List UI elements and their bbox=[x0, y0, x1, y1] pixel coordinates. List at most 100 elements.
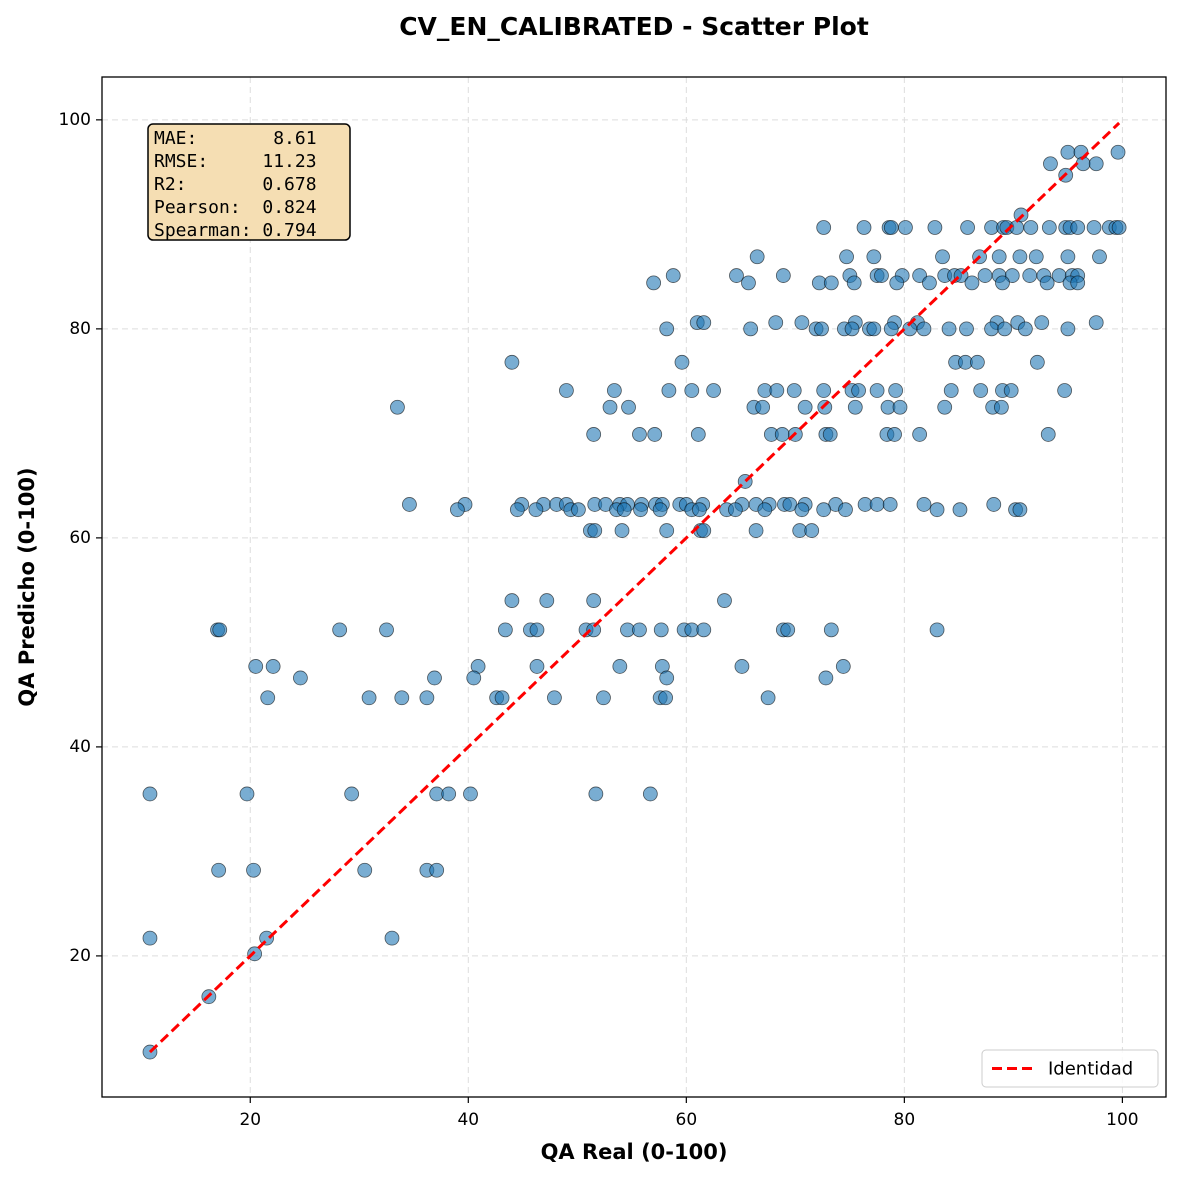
point bbox=[246, 862, 261, 878]
point bbox=[632, 622, 647, 638]
point bbox=[977, 268, 993, 283]
point bbox=[344, 786, 360, 802]
point bbox=[775, 268, 791, 283]
point bbox=[838, 502, 853, 518]
point bbox=[419, 690, 435, 706]
stats-box bbox=[147, 123, 351, 241]
point bbox=[874, 268, 889, 283]
point bbox=[846, 275, 862, 291]
point bbox=[1043, 156, 1058, 172]
point bbox=[898, 220, 913, 235]
point bbox=[814, 321, 829, 337]
x-tick-label: 20 bbox=[239, 1110, 261, 1130]
point bbox=[596, 690, 611, 706]
point bbox=[1029, 354, 1045, 370]
point bbox=[952, 502, 968, 518]
point bbox=[851, 383, 866, 398]
point bbox=[1060, 321, 1076, 337]
point bbox=[211, 862, 227, 878]
stats-line: RMSE: 11.23 bbox=[154, 151, 317, 172]
point bbox=[653, 622, 669, 638]
point bbox=[379, 622, 394, 638]
point bbox=[429, 862, 445, 878]
point bbox=[142, 786, 158, 802]
point bbox=[912, 427, 928, 442]
point bbox=[818, 670, 834, 686]
point bbox=[658, 690, 674, 706]
point bbox=[743, 321, 759, 337]
point bbox=[633, 502, 648, 518]
point bbox=[1088, 156, 1104, 172]
point bbox=[869, 383, 885, 398]
point bbox=[935, 249, 950, 265]
point bbox=[1060, 144, 1076, 160]
point bbox=[768, 315, 784, 330]
point bbox=[586, 593, 602, 608]
point bbox=[616, 502, 632, 518]
x-tick-label: 60 bbox=[676, 1110, 698, 1130]
point bbox=[755, 399, 771, 415]
point bbox=[964, 275, 980, 291]
point bbox=[1003, 383, 1019, 398]
y-tick-label: 100 bbox=[59, 110, 91, 130]
point bbox=[797, 399, 813, 415]
point bbox=[883, 220, 899, 235]
stats-line: Spearman: 0.794 bbox=[154, 220, 317, 241]
point bbox=[394, 690, 410, 706]
point bbox=[674, 354, 690, 370]
chart-title: CV_EN_CALIBRATED - Scatter Plot bbox=[399, 12, 869, 41]
point bbox=[986, 497, 1002, 512]
point bbox=[612, 659, 628, 674]
point bbox=[361, 690, 377, 706]
x-tick-label: 100 bbox=[1106, 1110, 1138, 1130]
point bbox=[248, 659, 264, 674]
point bbox=[835, 659, 851, 674]
point bbox=[816, 383, 832, 398]
point bbox=[706, 383, 721, 398]
point bbox=[659, 321, 675, 337]
point bbox=[586, 622, 602, 638]
point bbox=[602, 399, 618, 415]
point bbox=[717, 593, 732, 608]
point bbox=[142, 930, 158, 946]
point bbox=[357, 862, 373, 878]
point bbox=[696, 523, 712, 538]
point bbox=[970, 354, 985, 370]
point bbox=[509, 502, 525, 518]
point bbox=[265, 659, 281, 674]
point bbox=[984, 321, 999, 337]
point bbox=[260, 690, 276, 706]
stats-line: R2: 0.678 bbox=[154, 174, 317, 195]
point bbox=[892, 399, 908, 415]
point bbox=[960, 220, 975, 235]
point bbox=[769, 383, 785, 398]
point bbox=[729, 268, 744, 283]
point bbox=[659, 523, 675, 538]
point bbox=[937, 399, 953, 415]
identity-line bbox=[148, 121, 1121, 1054]
point bbox=[1041, 220, 1057, 235]
point bbox=[652, 502, 668, 518]
point bbox=[504, 593, 520, 608]
point bbox=[588, 786, 604, 802]
point bbox=[817, 399, 833, 415]
point bbox=[741, 275, 756, 291]
legend-box bbox=[981, 1049, 1159, 1088]
point bbox=[916, 497, 932, 512]
point bbox=[929, 622, 945, 638]
point bbox=[690, 427, 706, 442]
point bbox=[734, 659, 750, 674]
stats-line: Pearson: 0.824 bbox=[154, 197, 317, 218]
point bbox=[1060, 249, 1076, 265]
point bbox=[586, 427, 602, 442]
point bbox=[929, 502, 945, 518]
point bbox=[528, 502, 544, 518]
point bbox=[1039, 275, 1055, 291]
point bbox=[1017, 321, 1033, 337]
point bbox=[571, 502, 586, 518]
y-tick-label: 40 bbox=[69, 737, 91, 757]
point bbox=[889, 275, 905, 291]
